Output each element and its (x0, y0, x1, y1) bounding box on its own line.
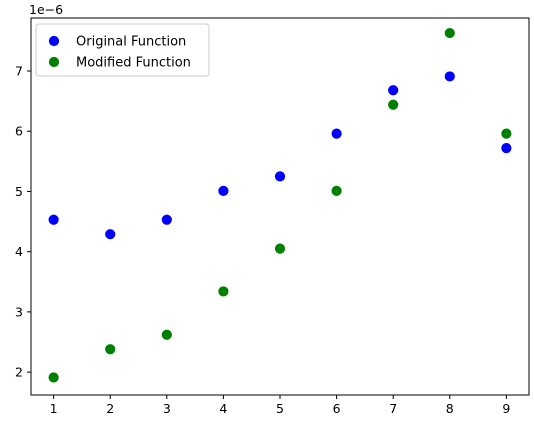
legend-label: Original Function (76, 35, 186, 50)
data-point (161, 329, 172, 340)
data-point (274, 171, 286, 182)
x-tick-label: 9 (502, 401, 510, 416)
data-point (331, 185, 342, 196)
data-point (444, 27, 455, 39)
series-modified-function (48, 27, 512, 383)
y-tick-label: 7 (15, 63, 23, 78)
x-tick-label: 5 (276, 401, 284, 416)
data-point (501, 128, 512, 139)
data-point (331, 128, 342, 139)
x-tick-label: 8 (446, 401, 454, 416)
data-point (274, 243, 286, 254)
legend-label: Modified Function (76, 56, 191, 71)
data-point (444, 71, 455, 82)
x-tick-label: 1 (50, 401, 58, 416)
legend-box (35, 23, 210, 77)
y-axis: 2 3 4 5 6 7 (15, 63, 31, 380)
x-tick-label: 2 (106, 401, 114, 416)
y-tick-label: 3 (15, 304, 23, 319)
plot-area (31, 18, 529, 395)
y-axis-offset-label: 1e−6 (29, 2, 63, 17)
series-original-function (48, 71, 512, 240)
data-point (218, 286, 229, 297)
x-tick-label: 6 (333, 401, 341, 416)
data-point (48, 214, 59, 225)
data-point (218, 185, 229, 196)
x-tick-label: 4 (219, 401, 227, 416)
data-point (161, 214, 172, 225)
legend-marker (48, 35, 60, 47)
legend: Original Function Modified Function (35, 23, 210, 77)
data-points (48, 27, 512, 383)
y-tick-label: 4 (15, 244, 23, 259)
y-tick-label: 6 (15, 124, 23, 139)
y-tick-label: 2 (15, 365, 23, 380)
data-point (105, 344, 116, 355)
data-point (388, 99, 399, 110)
legend-marker (48, 56, 60, 68)
x-tick-label: 7 (389, 401, 397, 416)
data-point (48, 372, 59, 383)
x-tick-label: 3 (163, 401, 171, 416)
data-point (388, 85, 399, 96)
data-point (501, 142, 512, 154)
y-tick-label: 5 (15, 184, 23, 199)
data-point (105, 229, 116, 240)
x-axis: 1 2 3 4 5 6 7 8 9 (50, 395, 510, 416)
